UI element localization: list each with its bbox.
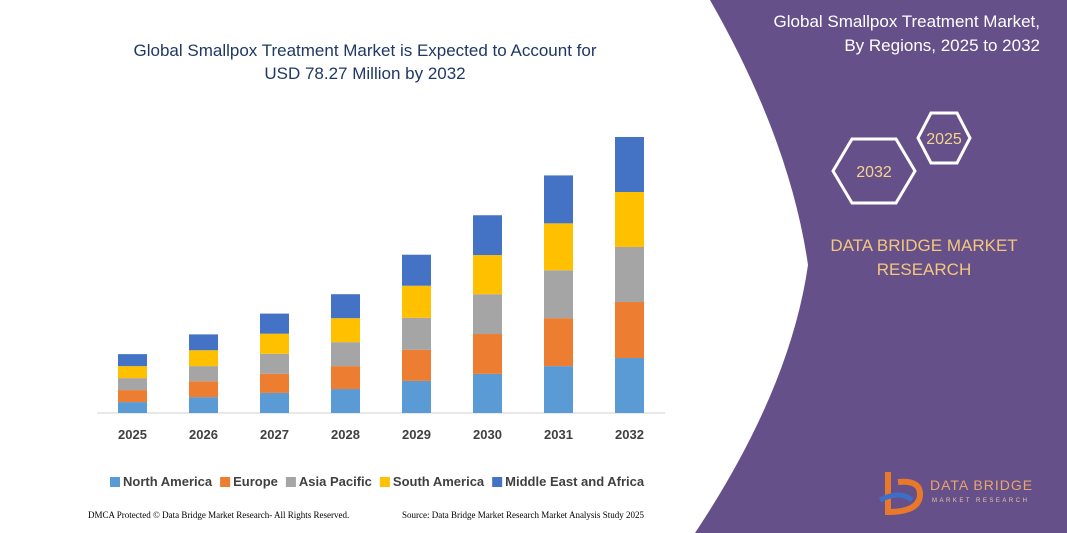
bar-segment xyxy=(331,294,360,319)
bar-segment xyxy=(260,333,289,354)
bar-segment xyxy=(331,366,360,390)
bar-segment xyxy=(260,392,289,413)
bar-segment xyxy=(615,191,644,247)
x-tick-label: 2030 xyxy=(473,427,502,442)
bar-segment xyxy=(118,354,147,367)
hexagon xyxy=(916,111,972,165)
bar-segment xyxy=(402,317,431,350)
x-tick-label: 2032 xyxy=(615,427,644,442)
bar-segment xyxy=(473,215,502,256)
bar-segment xyxy=(189,397,218,413)
bar-segment xyxy=(402,380,431,413)
x-tick-label: 2027 xyxy=(260,427,289,442)
hexagon-label: 2025 xyxy=(926,131,962,148)
x-tick-label: 2028 xyxy=(331,427,360,442)
logo-text: DATA BRIDGE xyxy=(930,477,1033,493)
legend-swatch xyxy=(220,477,231,487)
bar-segment xyxy=(473,294,502,335)
chart-title: Global Smallpox Treatment Market is Expe… xyxy=(134,41,597,60)
bar-segment xyxy=(473,255,502,295)
bar-segment xyxy=(260,353,289,374)
legend-label: North America xyxy=(123,474,213,489)
logo-mark xyxy=(885,472,924,516)
x-tick-label: 2029 xyxy=(402,427,431,442)
logo-text: MARKET RESEARCH xyxy=(932,498,1029,504)
bar-segment xyxy=(473,373,502,413)
footer: DMCA Protected © Data Bridge Market Rese… xyxy=(88,510,349,520)
hexagon xyxy=(831,137,917,205)
legend-label: Europe xyxy=(233,474,278,489)
x-tick-label: 2026 xyxy=(189,427,218,442)
legend-swatch xyxy=(110,477,120,487)
bar-segment xyxy=(189,366,218,382)
bar-segment xyxy=(189,334,218,351)
brand: RESEARCH xyxy=(877,260,971,279)
bar-segment xyxy=(615,136,644,192)
bar-segment xyxy=(331,389,360,413)
bar-segment xyxy=(189,381,218,398)
bar-segment xyxy=(260,373,289,393)
panel-title: By Regions, 2025 to 2032 xyxy=(844,36,1040,55)
bar-segment xyxy=(402,349,431,381)
chart-title: USD 78.27 Million by 2032 xyxy=(264,64,465,83)
brand: DATA BRIDGE MARKET xyxy=(830,236,1017,255)
bar-segment xyxy=(544,318,573,367)
bar-segment xyxy=(331,318,360,343)
bar-segment xyxy=(544,175,573,224)
bar-segment xyxy=(615,301,644,359)
side-panel xyxy=(695,0,1067,533)
legend-swatch xyxy=(492,477,503,487)
bar-segment xyxy=(473,334,502,374)
bar-segment xyxy=(118,366,147,379)
bar-segment xyxy=(189,350,218,367)
bar-segment xyxy=(260,313,289,334)
bar-segment xyxy=(402,285,431,318)
logo: DATA BRIDGE MARKET RESEARCH xyxy=(878,472,1033,516)
logo-mark xyxy=(878,492,914,503)
panel-title: Global Smallpox Treatment Market, xyxy=(774,12,1040,31)
bar-segment xyxy=(544,270,573,319)
bar-segment xyxy=(118,402,147,413)
bar-segment xyxy=(331,342,360,367)
bar-segment xyxy=(615,358,644,413)
legend-label: Asia Pacific xyxy=(299,474,372,489)
bar-segment xyxy=(118,378,147,391)
bar-segment xyxy=(544,223,573,271)
x-tick-label: 2031 xyxy=(544,427,573,442)
x-tick-label: 2025 xyxy=(118,427,147,442)
footer: Source: Data Bridge Market Research Mark… xyxy=(402,510,644,520)
hexagon-label: 2032 xyxy=(856,164,892,181)
bar-segment xyxy=(544,366,573,413)
legend-swatch xyxy=(379,477,390,487)
legend-label: Middle East and Africa xyxy=(505,474,645,489)
legend-swatch xyxy=(285,477,296,487)
legend-label: South America xyxy=(393,474,485,489)
bar-segment xyxy=(615,246,644,302)
bar-segment xyxy=(118,390,147,403)
bar-segment xyxy=(402,254,431,286)
